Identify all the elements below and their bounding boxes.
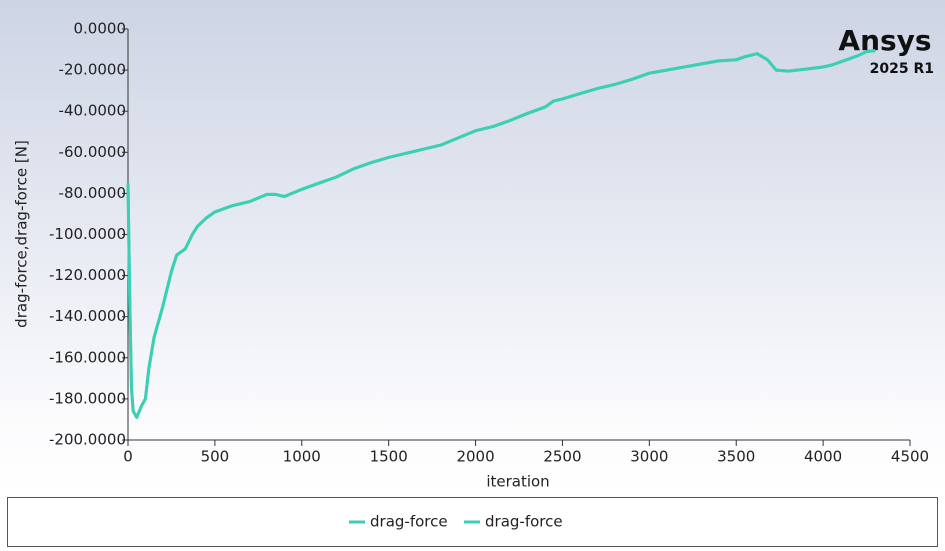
x-tick-label: 4000 bbox=[804, 448, 842, 466]
x-tick-label: 2000 bbox=[456, 448, 494, 466]
x-tick-label: 0 bbox=[123, 448, 133, 466]
y-tick-label: -180.0000 bbox=[49, 389, 126, 407]
x-tick-label: 4500 bbox=[891, 448, 929, 466]
y-tick-label: -140.0000 bbox=[49, 307, 126, 325]
y-tick-label: -200.0000 bbox=[49, 431, 126, 449]
y-tick-label: -80.0000 bbox=[59, 184, 126, 202]
logo-version: 2025 R1 bbox=[870, 61, 934, 77]
series-line bbox=[126, 49, 876, 419]
y-axis-label: drag-force,drag-force [N] bbox=[13, 140, 31, 328]
legend-label: drag-force bbox=[485, 513, 563, 531]
x-tick-label: 3000 bbox=[630, 448, 668, 466]
x-tick-label: 500 bbox=[201, 448, 230, 466]
x-tick-label: 1000 bbox=[283, 448, 321, 466]
y-tick-label: -60.0000 bbox=[59, 143, 126, 161]
x-tick-label: 2500 bbox=[543, 448, 581, 466]
y-tick-label: -20.0000 bbox=[59, 61, 126, 79]
y-tick-label: -40.0000 bbox=[59, 102, 126, 120]
logo-brand: Ansys bbox=[838, 24, 931, 57]
y-tick-label: -120.0000 bbox=[49, 266, 126, 284]
y-tick-label: -160.0000 bbox=[49, 348, 126, 366]
x-axis-label: iteration bbox=[486, 473, 549, 491]
y-tick-label: -100.0000 bbox=[49, 225, 126, 243]
y-tick-label: 0.0000 bbox=[74, 20, 127, 38]
legend-label: drag-force bbox=[370, 513, 448, 531]
x-tick-label: 1500 bbox=[370, 448, 408, 466]
background bbox=[0, 0, 945, 492]
x-tick-label: 3500 bbox=[717, 448, 755, 466]
